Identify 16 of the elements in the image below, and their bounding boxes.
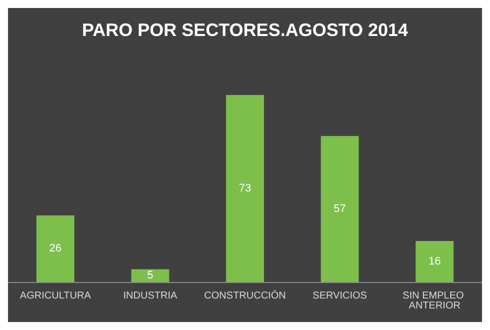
x-tick-label: INDUSTRIA: [123, 290, 178, 302]
bar: [131, 269, 170, 282]
data-label: 57: [334, 202, 346, 215]
data-label: 73: [238, 182, 252, 194]
data-label: 5: [147, 270, 154, 282]
bar: [226, 95, 264, 282]
x-tick-label: SERVICIOS: [312, 290, 368, 302]
bar: [320, 136, 359, 282]
x-tick-label: CONSTRUCCIÓN: [204, 290, 286, 302]
data-label: 26: [49, 242, 62, 255]
x-tick-label: SIN EMPLEO ANTERIOR: [402, 290, 467, 312]
bar: [36, 215, 74, 282]
chart-title: PARO POR SECTORES.AGOSTO 2014: [82, 20, 408, 40]
bar: [416, 241, 454, 282]
x-tick-label: AGRICULTURA: [20, 290, 92, 302]
data-label: 16: [428, 256, 441, 268]
